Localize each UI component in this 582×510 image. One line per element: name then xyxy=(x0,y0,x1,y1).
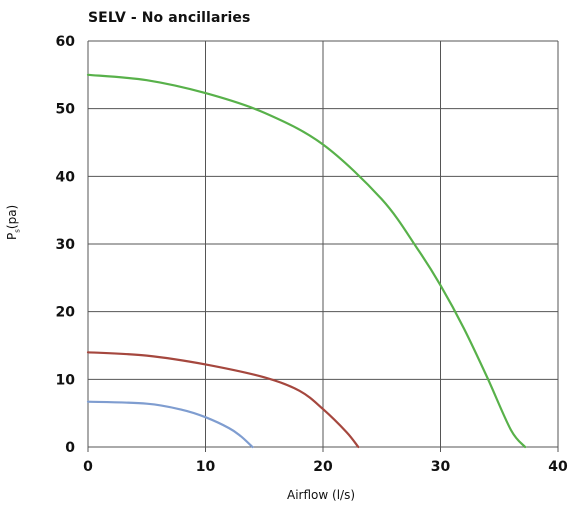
x-tick-label: 20 xyxy=(313,459,333,475)
series-line-2 xyxy=(86,351,360,449)
y-tick-label: 40 xyxy=(56,169,76,185)
y-tick-label: 60 xyxy=(56,34,76,50)
y-tick-label: 30 xyxy=(56,237,76,253)
x-tick-label: 0 xyxy=(83,459,93,475)
x-tick-label: 10 xyxy=(196,459,216,475)
y-tick-label: 10 xyxy=(56,372,76,388)
series-line-1 xyxy=(86,73,527,449)
y-tick-label: 20 xyxy=(56,305,76,321)
y-tick-label: 0 xyxy=(65,440,75,456)
x-axis-label: Airflow (l/s) xyxy=(287,488,355,502)
y-tick-label: 50 xyxy=(56,102,76,118)
series-line-3 xyxy=(86,400,254,449)
x-tick-label: 40 xyxy=(548,459,568,475)
x-tick-label: 30 xyxy=(431,459,451,475)
chart-title: SELV - No ancillaries xyxy=(88,10,251,26)
